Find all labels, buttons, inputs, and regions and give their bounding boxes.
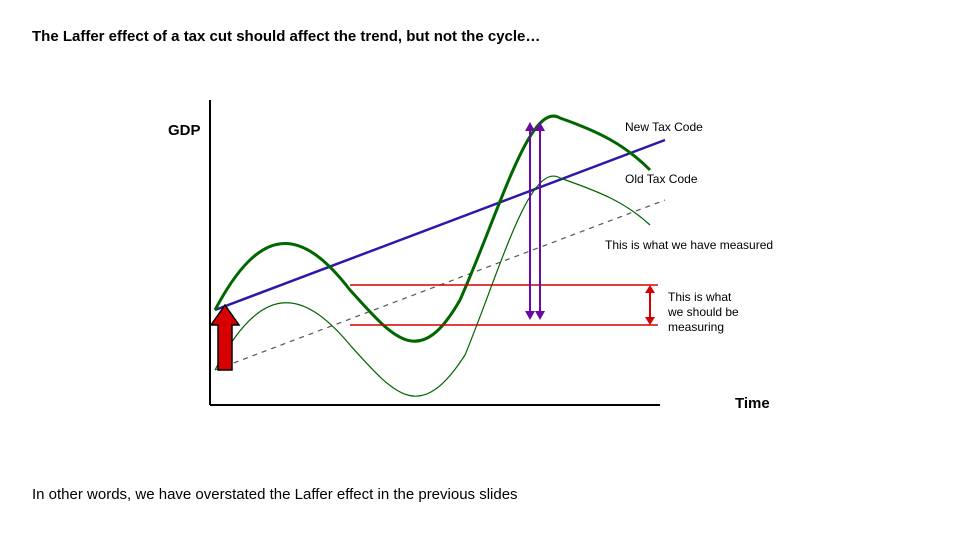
laffer-chart [0, 0, 960, 540]
